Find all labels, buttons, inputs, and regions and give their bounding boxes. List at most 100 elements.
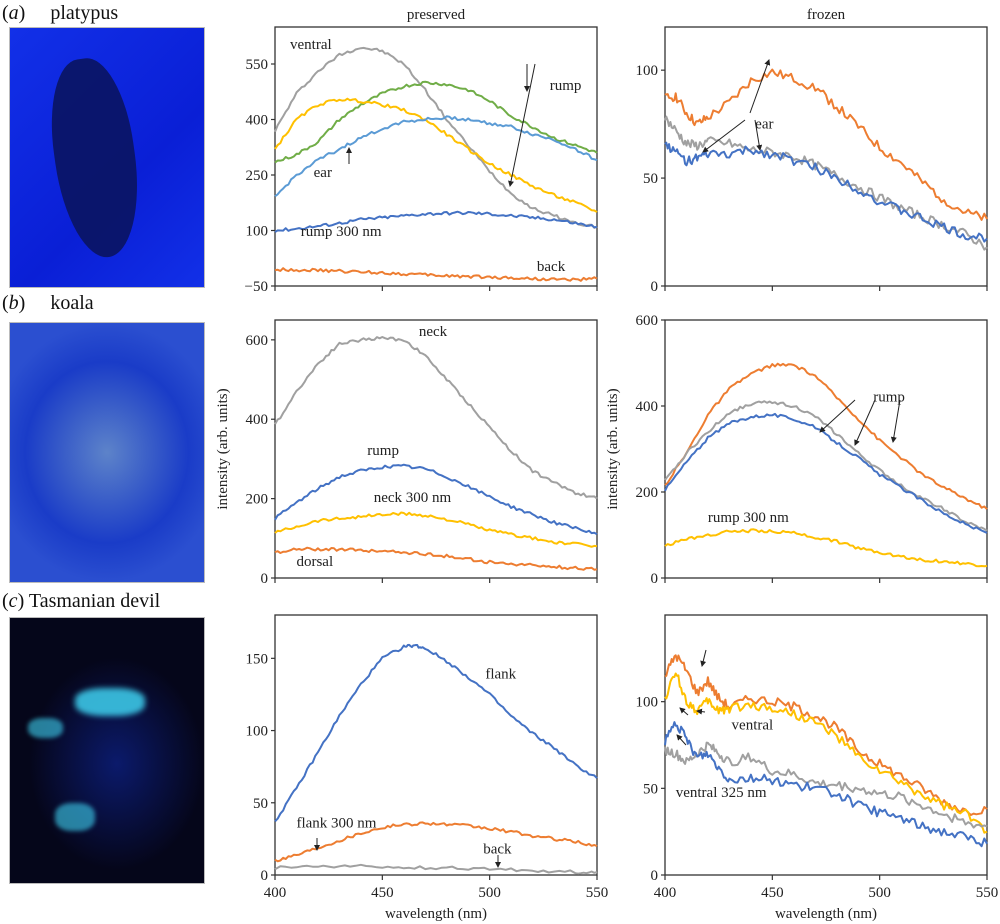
x-tick-label: 500 xyxy=(478,885,501,901)
plot-frame xyxy=(274,614,598,876)
x-tick-label: 450 xyxy=(371,885,394,901)
series-line-neck xyxy=(274,336,598,500)
y-tick-label: 0 xyxy=(651,279,659,295)
plot-frame xyxy=(274,319,598,579)
y-tick-label: 400 xyxy=(636,399,659,415)
panel-animal-c: Tasmanian devil xyxy=(28,590,161,612)
y-tick-label: 0 xyxy=(261,571,269,587)
y-tick-label: 200 xyxy=(246,492,269,508)
series-line-rump-orange- xyxy=(664,362,988,510)
annotation-label: flank 300 nm xyxy=(296,815,376,831)
series-line-ear-blue- xyxy=(664,141,988,243)
annotation-label: ear xyxy=(314,165,332,181)
annotation-label: ear xyxy=(755,116,773,132)
annotation-label: flank xyxy=(485,667,516,683)
annotation-arrow xyxy=(679,707,689,716)
column-title-preserved: preserved xyxy=(407,7,466,23)
series-line-rump-300-nm xyxy=(274,210,598,233)
series-line-rump-blue- xyxy=(664,412,988,534)
column-title-frozen: frozen xyxy=(807,7,846,23)
y-axis-label: intensity (arb. units) xyxy=(605,388,621,509)
annotation-arrow xyxy=(696,708,706,715)
y-tick-label: 250 xyxy=(246,168,269,184)
x-tick-label: 400 xyxy=(654,885,677,901)
annotation-label: ventral xyxy=(732,717,774,733)
y-tick-label: 100 xyxy=(246,724,269,740)
panel-label-a: (a) platypus xyxy=(2,2,119,24)
series-line-ear-orange- xyxy=(664,68,988,221)
series-line-dorsal xyxy=(274,546,598,571)
panel-letter-a: a xyxy=(8,2,19,24)
annotation-label: neck xyxy=(419,324,448,340)
y-tick-label: 0 xyxy=(261,868,269,884)
series-line-back xyxy=(274,267,598,282)
series-line-ear-gray- xyxy=(664,115,988,251)
y-tick-label: 100 xyxy=(636,695,659,711)
y-tick-label: 100 xyxy=(636,63,659,79)
series-line-rump xyxy=(274,463,598,536)
series-line-ventral-yellow- xyxy=(664,672,988,834)
chart-b-frozen: 0 200 400 600 intensity (arb. units) rump rump… xyxy=(605,313,988,587)
platypus-uv-photo xyxy=(9,27,205,288)
y-tick-label: 0 xyxy=(651,571,659,587)
annotation-arrow xyxy=(508,63,536,187)
fluorescent-patch xyxy=(55,803,95,831)
series-line-back xyxy=(274,863,598,875)
y-tick-label: 50 xyxy=(643,781,658,797)
annotation-label: rump xyxy=(873,390,905,406)
plot-frame xyxy=(274,26,598,287)
annotation-arrow xyxy=(749,59,771,114)
panel-label-b: (b) koala xyxy=(2,292,94,314)
chart-c-preserved: 0 50 100 150 400 450 500 550 wavelength (nm) flan… xyxy=(246,614,609,922)
plot-frame xyxy=(664,26,988,287)
chart-a-frozen: 0 50 100 ear xyxy=(636,26,988,295)
chart-c-frozen: 0 50 100 400 450 500 550 wavelength (nm) ventral… xyxy=(636,614,999,922)
x-tick-label: 500 xyxy=(868,885,891,901)
panel-animal-b: koala xyxy=(50,292,94,314)
annotation-arrow xyxy=(754,119,763,151)
platypus-body xyxy=(41,53,149,263)
series-line-rump-green- xyxy=(274,80,598,164)
series-line-flank-300-nm xyxy=(274,821,598,863)
annotation-label: rump 300 nm xyxy=(301,224,382,240)
tasmanian-devil-uv-photo xyxy=(9,617,205,884)
annotation-label: back xyxy=(537,259,566,275)
y-tick-label: 400 xyxy=(246,412,269,428)
annotation-label: ventral xyxy=(290,37,332,53)
annotation-label: ventral 325 nm xyxy=(676,785,767,801)
annotation-label: rump 300 nm xyxy=(708,510,789,526)
y-tick-label: 100 xyxy=(246,224,269,240)
x-tick-label: 550 xyxy=(586,885,609,901)
x-axis-label: wavelength (nm) xyxy=(385,906,487,922)
y-tick-label: 50 xyxy=(643,171,658,187)
x-tick-label: 550 xyxy=(976,885,999,901)
series-line-flank xyxy=(274,643,598,823)
panel-animal-a: platypus xyxy=(50,2,119,24)
series-line-neck-300-nm xyxy=(274,511,598,548)
annotation-label: rump xyxy=(550,78,582,94)
y-tick-label: 400 xyxy=(246,113,269,129)
x-tick-label: 400 xyxy=(264,885,287,901)
annotation-arrow xyxy=(854,399,876,446)
series-line-ventral xyxy=(274,46,598,229)
fluorescent-patch xyxy=(28,718,63,738)
series-line-ear xyxy=(274,115,598,198)
panel-label-c: (c) Tasmanian devil xyxy=(2,590,161,612)
annotation-label: neck 300 nm xyxy=(374,490,452,506)
annotation-arrow xyxy=(819,399,856,433)
y-tick-label: 550 xyxy=(246,57,269,73)
y-tick-label: 600 xyxy=(636,313,659,329)
y-axis-label: intensity (arb. units) xyxy=(215,388,231,509)
series-line-ventral-orange- xyxy=(664,654,988,816)
y-tick-label: 200 xyxy=(636,485,659,501)
chart-b-preserved: 0 200 400 600 intensity (arb. units) neck rump… xyxy=(215,319,598,587)
annotation-arrow xyxy=(700,649,707,667)
series-line-rump-gray- xyxy=(664,400,988,532)
panel-letter-b: b xyxy=(8,292,19,314)
koala-uv-photo xyxy=(9,322,205,583)
x-axis-label: wavelength (nm) xyxy=(775,906,877,922)
series-line-ventral-325-nm-blue- xyxy=(664,721,988,848)
annotation-arrow xyxy=(890,399,901,443)
y-tick-label: 600 xyxy=(246,333,269,349)
plot-frame xyxy=(664,319,988,579)
